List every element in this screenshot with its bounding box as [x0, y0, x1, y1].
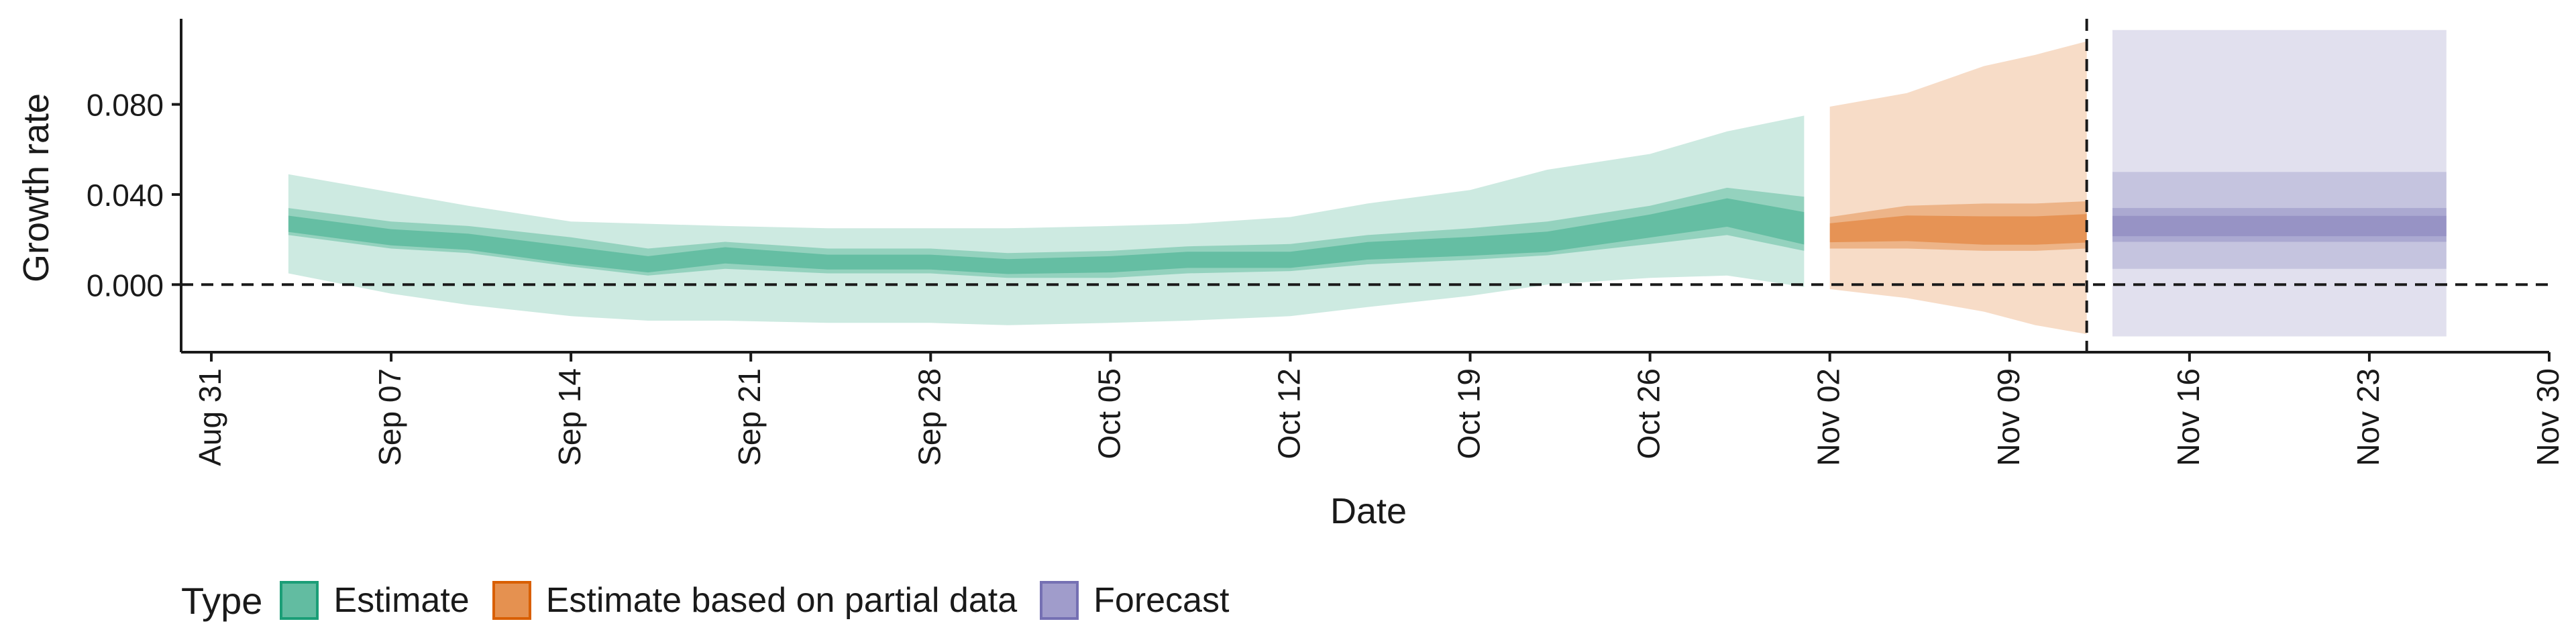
y-axis-title: Growth rate — [16, 93, 56, 282]
x-tick-label: Nov 23 — [2351, 368, 2385, 466]
axes: 0.000 0.040 0.080 Aug 31 Sep 07 Sep 14 Sep 21 S… — [87, 19, 2565, 466]
x-tick-label: Nov 09 — [1991, 368, 2026, 466]
x-tick-label: Nov 30 — [2530, 368, 2565, 466]
forecast-median-band — [2112, 215, 2447, 237]
legend-label-estimate: Estimate — [333, 581, 470, 620]
x-tick-label: Sep 14 — [552, 368, 587, 466]
legend-item-forecast: Forecast — [1040, 580, 1229, 621]
reference-lines — [181, 19, 2549, 352]
x-tick-label: Sep 21 — [732, 368, 767, 466]
estimate-90-band — [288, 115, 1805, 325]
legend-item-partial-estimate: Estimate based on partial data — [492, 580, 1017, 621]
x-axis-title: Date — [1330, 491, 1407, 531]
x-tick-label: Nov 16 — [2171, 368, 2206, 466]
y-tick-label: 0.000 — [87, 268, 164, 303]
legend: Type Estimate Estimate based on partial … — [181, 577, 1252, 624]
estimate-median-band — [288, 198, 1805, 274]
estimate-50-band — [288, 187, 1805, 278]
x-tick-label: Oct 12 — [1272, 368, 1307, 460]
forecast-50-band — [2112, 208, 2447, 242]
x-tick-label: Aug 31 — [193, 368, 227, 466]
forecast-90-band — [2112, 172, 2447, 269]
legend-key-forecast — [1040, 581, 1079, 620]
legend-key-partial-estimate — [492, 581, 531, 620]
legend-key-estimate — [280, 581, 319, 620]
estimate-based-on-partial-data-50-band — [1829, 201, 2087, 251]
forecast-outer-band — [2112, 30, 2447, 337]
x-tick-label: Oct 19 — [1452, 368, 1487, 460]
x-tick-label: Sep 07 — [372, 368, 407, 466]
y-tick-label: 0.040 — [87, 178, 164, 213]
legend-label-partial-estimate: Estimate based on partial data — [545, 581, 1018, 620]
legend-title: Type — [181, 579, 263, 622]
ribbon-layer — [288, 30, 2447, 337]
estimate-based-on-partial-data-90-band — [1829, 41, 2087, 335]
x-tick-label: Oct 26 — [1631, 368, 1666, 460]
legend-label-forecast: Forecast — [1093, 581, 1230, 620]
estimate-based-on-partial-data-median-band — [1829, 214, 2087, 245]
y-tick-label: 0.080 — [87, 88, 164, 123]
x-tick-label: Oct 05 — [1091, 368, 1126, 460]
legend-item-estimate: Estimate — [280, 580, 470, 621]
x-tick-label: Nov 02 — [1811, 368, 1846, 466]
x-tick-label: Sep 28 — [912, 368, 947, 466]
